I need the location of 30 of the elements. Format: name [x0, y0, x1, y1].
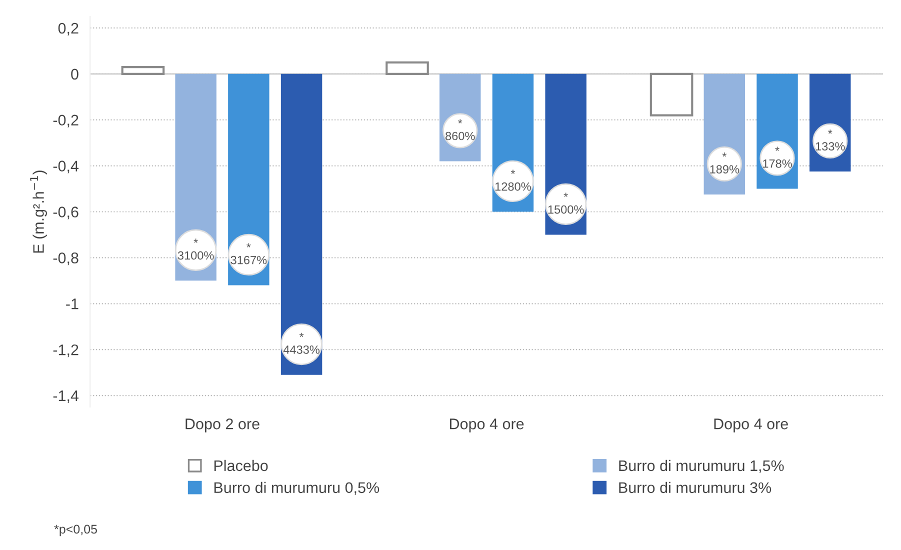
y-tick-label: -0,2 [53, 114, 78, 128]
annotation: * 1280% [495, 170, 531, 191]
x-tick-label: Dopo 4 ore [714, 418, 788, 432]
y-tick-label: -0,4 [53, 160, 79, 174]
annotation: * 4433% [283, 332, 320, 354]
annotation: * 178% [763, 146, 792, 168]
y-tick-label: -1 [66, 298, 78, 310]
bar [650, 72, 694, 116]
y-tick-label: 0,2 [58, 22, 78, 36]
text: *p<0,05 [54, 524, 97, 536]
annotation: * 3100% [178, 238, 214, 260]
y-tick-label: 0 [71, 68, 78, 80]
legend-label: Burro di murumuru 1,5% [619, 460, 784, 473]
y-tick-label: -1,4 [53, 390, 79, 404]
x-tick-label: Dopo 2 ore [186, 418, 260, 432]
x-tick-label: Dopo 4 ore [450, 418, 524, 432]
y-axis-title: E (m.g².h$^{−1}$) [30, 170, 47, 253]
annotation: * 189% [710, 152, 740, 174]
legend-label: Burro di murumuru 3% [619, 482, 772, 494]
y-tick-label: -1,2 [53, 344, 78, 358]
annotation: * 133% [816, 130, 845, 151]
annotation: * 3167% [230, 243, 267, 264]
y-tick-label: -0,8 [53, 252, 78, 266]
annotation: * 1500% [548, 192, 584, 214]
y-tick-label: -0,6 [53, 206, 78, 220]
annotation: * 860% [446, 119, 475, 140]
legend-label: Burro di murumuru 0,5% [214, 482, 380, 495]
legend-label: Placebo [214, 460, 268, 472]
bar [386, 61, 429, 75]
bar [121, 66, 165, 75]
